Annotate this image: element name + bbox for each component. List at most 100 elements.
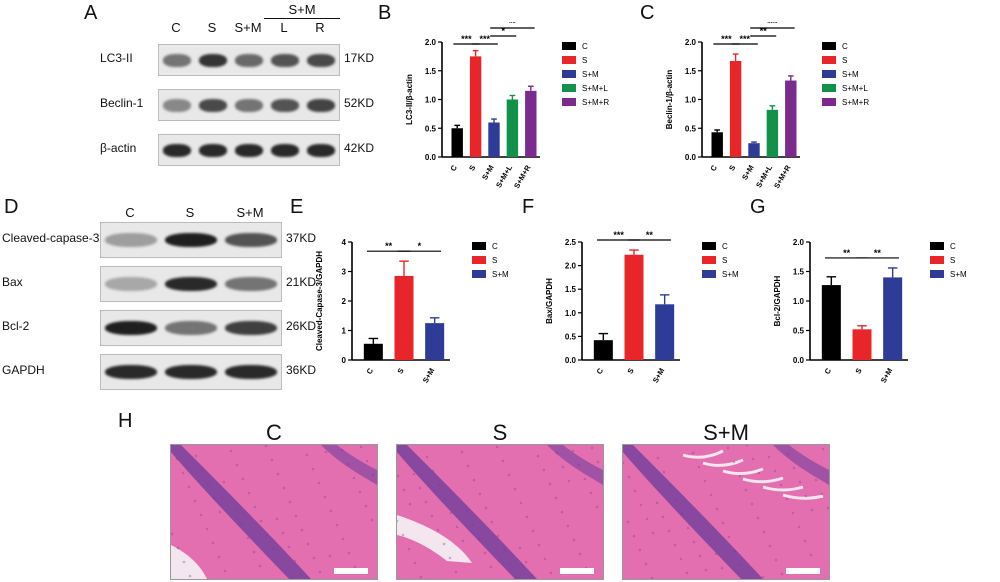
legend-label: C [582,42,588,51]
blot-a-band [199,144,227,157]
cell-nucleus [252,550,256,554]
cell-nucleus [583,477,587,481]
cell-nucleus [774,558,778,562]
cell-nucleus [425,455,429,459]
legend-swatch [822,42,836,50]
cell-nucleus [572,538,576,542]
y-tick-label: 0.0 [565,356,577,365]
cell-nucleus [323,495,327,499]
cell-nucleus [408,502,412,506]
cell-nucleus [767,455,771,459]
panel-letter-f: F [522,196,535,218]
cell-nucleus [785,497,789,501]
cell-nucleus [397,474,400,478]
cell-nucleus [668,484,672,488]
tissue-crack [782,493,824,500]
cell-nucleus [477,537,481,541]
cell-nucleus [751,457,755,461]
x-tick-label: S+M+R [772,163,793,190]
cell-nucleus [223,569,227,573]
cell-nucleus [234,508,238,512]
legend-label: S [722,256,727,265]
histology-title: S [492,420,508,445]
blot-a-band [271,99,299,112]
blot-a-band [199,54,227,67]
y-tick-label: 1.5 [685,67,697,76]
blot-a-lane-label: C [171,20,181,35]
legend-label: S+M+L [582,84,608,93]
cell-nucleus [294,514,298,518]
cell-nucleus [502,548,506,552]
cell-nucleus [371,473,375,477]
x-tick-label: S [727,164,737,173]
cell-nucleus [359,445,363,449]
cell-nucleus [732,460,736,464]
cell-nucleus [623,461,625,465]
y-tick-label: 1.5 [565,285,577,294]
cell-nucleus [567,479,571,483]
bar [488,122,500,157]
cell-nucleus [745,445,749,447]
cell-nucleus [489,565,493,569]
panel-letter-a: A [84,2,98,24]
blot-d-band [105,321,157,336]
tissue-crack [742,476,784,484]
cell-nucleus [188,574,192,578]
tissue-crack [762,485,804,492]
significance-label: ** [385,241,393,251]
blot-a-lane-label: S+M [234,20,262,35]
y-tick-label: 0.0 [685,153,697,162]
cell-nucleus [571,449,575,453]
cell-nucleus [271,547,275,551]
blot-d-lane-label: S+M [236,205,264,220]
tissue-crack [682,449,724,459]
cell-nucleus [346,462,350,466]
cell-nucleus [779,483,783,487]
legend-swatch [822,70,836,78]
cell-nucleus [471,523,475,527]
cell-nucleus [317,481,321,485]
cell-nucleus [596,460,600,464]
cell-nucleus [329,509,333,513]
tissue-crack [722,467,764,476]
blot-d-band [225,277,277,292]
cell-nucleus [720,566,724,570]
x-tick-label: C [823,366,834,376]
y-tick-label: 4 [342,238,347,247]
cell-nucleus [461,539,465,543]
significance-label: ** [760,26,768,36]
cell-nucleus [513,487,517,491]
cell-nucleus [814,478,818,482]
blot-a-lane-label: S [207,20,217,35]
blot-d-row-kd: 37KD [286,231,317,245]
blot-d-band [225,233,277,248]
blot-d-band [165,277,217,292]
cell-nucleus [199,513,203,517]
cell-nucleus [589,491,593,495]
tissue-gap [171,545,207,579]
cell-nucleus [187,485,191,489]
y-tick-label: 1.0 [685,96,697,105]
cell-nucleus [483,551,487,555]
cell-nucleus [217,555,221,559]
tissue-texture [623,445,829,579]
bar [655,304,675,360]
y-tick-label: 2.0 [793,238,805,247]
blot-a-group-header: S+M [264,2,340,19]
cell-nucleus [430,514,434,518]
cell-nucleus [560,510,564,514]
panel-letter-d: D [4,196,19,218]
cell-nucleus [472,478,476,482]
cell-nucleus [524,560,528,564]
y-tick-label: 1.0 [793,297,805,306]
cell-nucleus [549,571,553,575]
cell-nucleus [645,517,649,521]
blot-a-lane-label: L [280,20,288,35]
legend-swatch [472,256,486,264]
cell-nucleus [358,490,362,494]
significance-label: *** [480,34,491,44]
y-tick-label: 1.5 [793,268,805,277]
cell-nucleus [288,500,292,504]
blot-d-band [165,365,217,380]
